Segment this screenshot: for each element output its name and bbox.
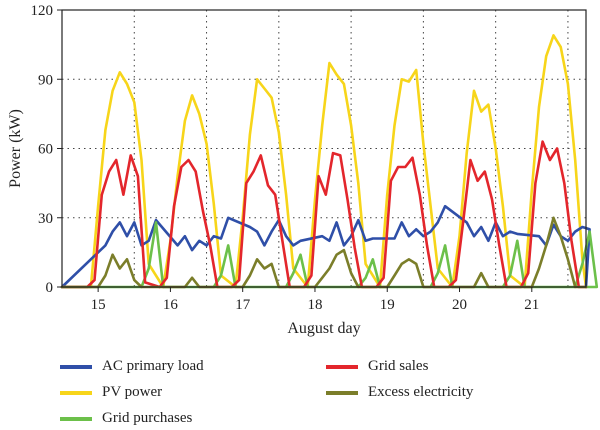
legend-swatch xyxy=(326,364,358,369)
legend-item-grid-sales: Grid sales xyxy=(326,358,428,375)
x-axis-label: August day xyxy=(287,320,360,337)
legend-item-excess-electricity: Excess electricity xyxy=(326,384,473,401)
series-line-pv-power xyxy=(60,34,588,289)
y-tick-label: 120 xyxy=(31,3,54,19)
legend-label: Grid purchases xyxy=(102,410,193,426)
legend-item-pv-power: PV power xyxy=(60,384,162,401)
y-tick-label: 30 xyxy=(38,211,53,227)
legend-swatch xyxy=(60,364,92,369)
y-tick-label: 90 xyxy=(38,72,53,88)
x-tick-label: 20 xyxy=(452,297,467,313)
x-tick-label: 16 xyxy=(163,297,179,313)
y-tick-label: 0 xyxy=(46,280,54,296)
x-tick-label: 21 xyxy=(524,297,539,313)
legend-label: PV power xyxy=(102,384,163,400)
legend-label: AC primary load xyxy=(102,358,204,374)
chart-canvas: 0 30 60 90 120 15 16 17 18 19 20 21 Power (kW) Augu… xyxy=(7,3,599,337)
x-tick-label: 15 xyxy=(91,297,106,313)
legend-item-ac-primary-load: AC primary load xyxy=(60,358,204,375)
y-tick-label: 60 xyxy=(38,142,53,158)
series-layer xyxy=(60,34,599,289)
legend-label: Excess electricity xyxy=(368,384,474,400)
x-tick-label: 19 xyxy=(380,297,395,313)
series-line-ac-primary-load xyxy=(60,204,591,289)
legend-swatch xyxy=(60,416,92,421)
legend-swatch xyxy=(326,390,358,395)
legend-label: Grid sales xyxy=(368,358,429,374)
series-line-grid-sales xyxy=(60,140,588,289)
legend-item-grid-purchases: Grid purchases xyxy=(60,410,192,427)
legend-swatch xyxy=(60,390,92,395)
y-axis-label: Power (kW) xyxy=(7,109,24,188)
x-tick-label: 18 xyxy=(307,297,322,313)
axis-ticks: 0 30 60 90 120 15 16 17 18 19 20 21 xyxy=(31,3,540,313)
x-tick-label: 17 xyxy=(235,297,251,313)
legend: AC primary load PV power Grid purchases … xyxy=(0,340,600,430)
